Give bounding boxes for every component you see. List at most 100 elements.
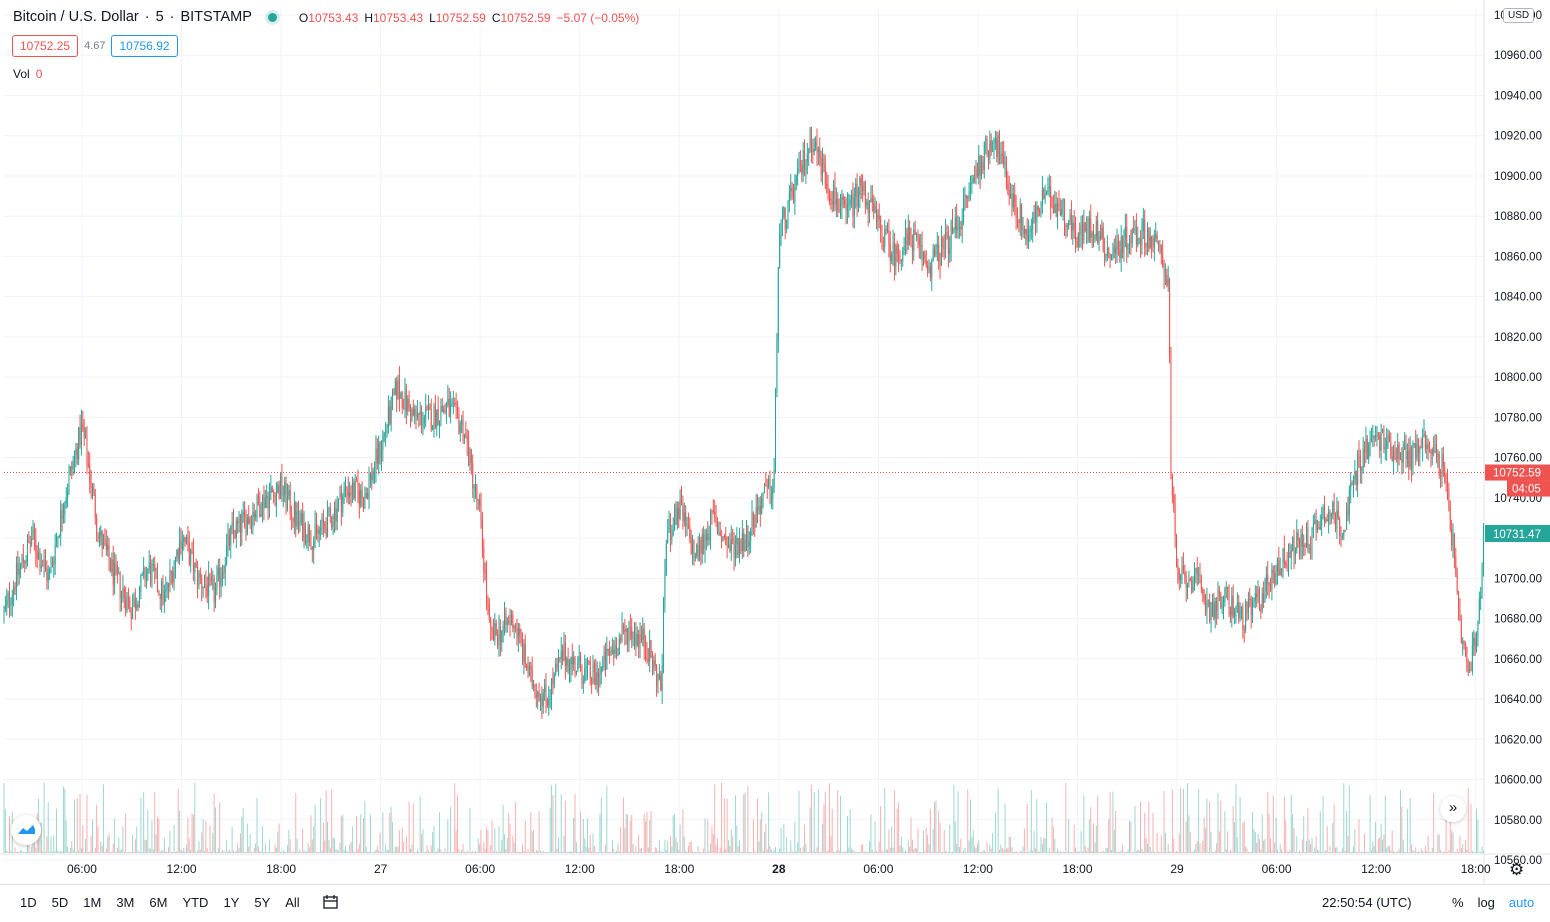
- volume-bar: [787, 851, 789, 853]
- candle-body: [427, 405, 429, 409]
- candle-body: [1123, 237, 1125, 254]
- volume-bar: [369, 814, 371, 853]
- volume-bar: [403, 842, 405, 853]
- candle-body: [1440, 475, 1442, 477]
- volume-bar: [206, 848, 208, 853]
- volume-bar: [488, 851, 490, 853]
- volume-bar: [935, 800, 937, 853]
- candle-body: [1224, 588, 1226, 604]
- timeframe-button-all[interactable]: All: [285, 895, 300, 910]
- candle-body: [903, 246, 905, 251]
- volume-bar: [159, 851, 161, 853]
- timeframe-button-ytd[interactable]: YTD: [182, 895, 209, 910]
- volume-bar: [56, 808, 58, 853]
- candle-body: [798, 162, 800, 169]
- volume-bar: [679, 824, 681, 853]
- volume-bar: [69, 847, 71, 853]
- timeframe-button-1m[interactable]: 1M: [83, 895, 102, 910]
- log-scale-button[interactable]: log: [1477, 895, 1495, 910]
- candle-body: [1025, 228, 1027, 234]
- buy-button[interactable]: 10756.92: [111, 35, 178, 57]
- candle-body: [557, 658, 559, 668]
- volume-bar: [964, 847, 966, 853]
- candle-body: [150, 562, 152, 583]
- volume-bar: [444, 848, 446, 853]
- candle-body: [871, 197, 873, 203]
- volume-bar: [411, 844, 413, 853]
- candle-body: [89, 465, 91, 483]
- candle-body: [1211, 602, 1213, 616]
- candle-body: [721, 535, 723, 542]
- candle-body: [690, 538, 692, 555]
- double-chevron-right-icon[interactable]: »: [1440, 796, 1466, 822]
- volume-bar: [249, 833, 251, 853]
- volume-bar: [497, 851, 499, 853]
- candle-body: [161, 581, 163, 600]
- candle-body: [1243, 629, 1245, 631]
- candle-body: [810, 128, 812, 150]
- timeframe-button-5y[interactable]: 5Y: [254, 895, 271, 910]
- volume-bar: [1232, 805, 1234, 853]
- timeframe-button-5d[interactable]: 5D: [51, 895, 69, 910]
- candle-body: [1012, 193, 1014, 208]
- volume-bar: [386, 850, 388, 853]
- candle-body: [935, 247, 937, 256]
- candle-body: [1379, 435, 1381, 451]
- candle-body: [379, 442, 381, 459]
- candle-body: [1167, 279, 1169, 286]
- candle-body: [1171, 476, 1173, 496]
- volume-bar: [1039, 851, 1041, 853]
- auto-scale-button[interactable]: auto: [1508, 895, 1535, 910]
- volume-legend: Vol 0: [13, 67, 42, 81]
- volume-bar: [238, 848, 240, 853]
- volume-bar: [1014, 851, 1016, 853]
- volume-bar: [949, 824, 951, 853]
- volume-bar: [880, 806, 882, 853]
- volume-bar: [430, 845, 432, 853]
- timeframe-button-6m[interactable]: 6M: [149, 895, 168, 910]
- candle-body: [448, 398, 450, 416]
- volume-bar: [853, 851, 855, 853]
- candle-body: [426, 407, 428, 409]
- volume-bar: [1354, 829, 1356, 853]
- sell-button[interactable]: 10752.25: [12, 35, 79, 57]
- currency-badge[interactable]: USD: [1503, 8, 1535, 23]
- price-chart[interactable]: 10560.0010580.0010600.0010620.0010640.00…: [0, 0, 1550, 884]
- volume-bar: [192, 814, 194, 853]
- volume-bar: [398, 830, 400, 853]
- percent-scale-button[interactable]: %: [1452, 895, 1464, 910]
- timeframe-button-3m[interactable]: 3M: [116, 895, 135, 910]
- volume-bar: [1188, 815, 1190, 853]
- tradingview-logo-icon[interactable]: [11, 815, 41, 845]
- candle-body: [248, 517, 250, 524]
- gear-icon[interactable]: ⚙: [1509, 860, 1525, 879]
- volume-bar: [544, 852, 546, 853]
- timeframe-button-1y[interactable]: 1Y: [223, 895, 240, 910]
- candle-body: [849, 199, 851, 204]
- utc-clock[interactable]: 22:50:54 (UTC): [1322, 895, 1412, 910]
- volume-bar: [1137, 849, 1139, 853]
- countdown-label: 04:05: [1512, 484, 1541, 496]
- candle-body: [820, 158, 822, 176]
- timeframe-button-1d[interactable]: 1D: [20, 895, 37, 910]
- candle-body: [1322, 507, 1324, 517]
- candle-body: [1026, 228, 1028, 242]
- volume-bar: [6, 851, 8, 853]
- volume-bar: [1253, 829, 1255, 853]
- candle-body: [190, 550, 192, 565]
- calendar-range-icon[interactable]: [322, 894, 340, 913]
- volume-bar: [618, 851, 620, 853]
- interval-label[interactable]: 5: [155, 9, 164, 25]
- volume-bar: [141, 851, 143, 853]
- volume-bar: [494, 828, 496, 853]
- volume-bar: [172, 851, 174, 853]
- volume-bar: [1005, 848, 1007, 853]
- volume-bar: [1206, 798, 1208, 853]
- volume-bar: [315, 851, 317, 853]
- symbol-name[interactable]: Bitcoin / U.S. Dollar: [13, 9, 139, 25]
- candle-body: [32, 528, 34, 540]
- volume-bar: [199, 849, 201, 853]
- candle-body: [22, 557, 24, 562]
- candle-body: [139, 591, 141, 607]
- bottom-toolbar: 1D 5D 1M 3M 6M YTD 1Y 5Y All 22:50:54 (UTC) % lo…: [0, 884, 1550, 922]
